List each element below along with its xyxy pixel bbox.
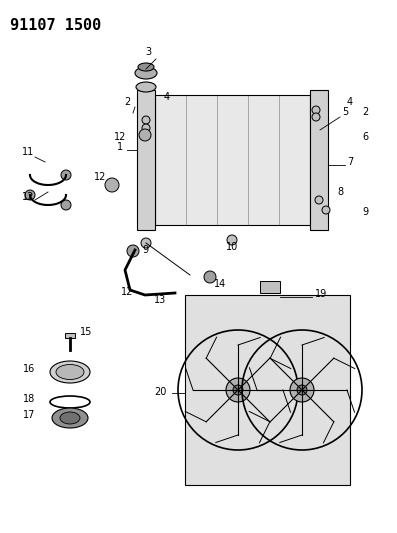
Circle shape (105, 178, 119, 192)
Text: 12: 12 (114, 132, 126, 142)
Text: 6: 6 (362, 132, 368, 142)
Circle shape (233, 385, 243, 395)
Text: 11: 11 (22, 147, 34, 157)
Text: 4: 4 (164, 92, 170, 102)
Circle shape (322, 206, 330, 214)
Bar (185, 295, 350, 485)
Text: 14: 14 (214, 279, 226, 289)
Text: 12: 12 (94, 172, 106, 182)
Text: 13: 13 (154, 295, 166, 305)
Text: 1: 1 (117, 142, 123, 152)
Ellipse shape (135, 67, 157, 79)
Circle shape (226, 378, 250, 402)
Text: 2: 2 (124, 97, 130, 107)
Circle shape (315, 196, 323, 204)
Circle shape (142, 116, 150, 124)
Circle shape (61, 170, 71, 180)
Bar (155, 95, 310, 225)
Ellipse shape (56, 365, 84, 379)
Text: 10: 10 (226, 242, 238, 252)
Text: 8: 8 (337, 187, 343, 197)
Text: 19: 19 (315, 289, 327, 299)
Text: 12: 12 (121, 287, 133, 297)
Circle shape (312, 113, 320, 121)
Text: 3: 3 (145, 47, 151, 57)
Text: 12: 12 (22, 192, 34, 202)
Text: 9: 9 (142, 245, 148, 255)
Ellipse shape (52, 408, 88, 428)
Text: 18: 18 (23, 394, 35, 404)
Bar (310, 90, 328, 230)
Ellipse shape (136, 82, 156, 92)
Circle shape (61, 200, 71, 210)
Circle shape (139, 129, 151, 141)
Circle shape (227, 235, 237, 245)
Text: 20: 20 (154, 387, 166, 397)
Text: 17: 17 (23, 410, 35, 420)
Text: 16: 16 (23, 364, 35, 374)
Circle shape (127, 245, 139, 257)
Text: 5: 5 (342, 107, 348, 117)
Text: 15: 15 (80, 327, 93, 337)
Text: 7: 7 (347, 157, 353, 167)
Circle shape (25, 190, 35, 200)
Bar (137, 90, 155, 230)
Text: 2: 2 (362, 107, 368, 117)
Ellipse shape (60, 412, 80, 424)
Text: 91107 1500: 91107 1500 (10, 18, 101, 33)
Circle shape (297, 385, 307, 395)
Text: 4: 4 (347, 97, 353, 107)
Ellipse shape (138, 63, 154, 71)
Bar (65, 333, 75, 338)
Circle shape (312, 106, 320, 114)
Circle shape (204, 271, 216, 283)
Circle shape (142, 124, 150, 132)
Circle shape (290, 378, 314, 402)
Bar (260, 281, 280, 293)
Circle shape (141, 238, 151, 248)
Text: 9: 9 (362, 207, 368, 217)
Ellipse shape (50, 361, 90, 383)
